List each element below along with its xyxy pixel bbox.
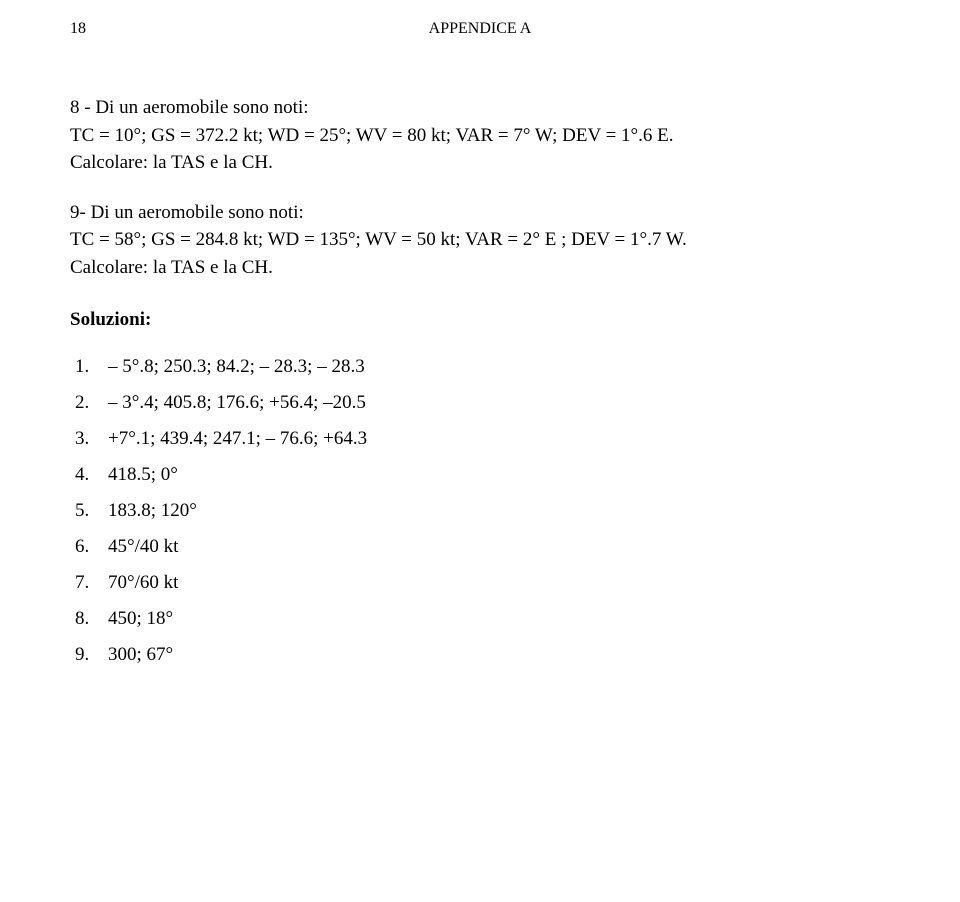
- solutions-heading: Soluzioni:: [70, 309, 890, 331]
- list-item: 183.8; 120°: [94, 501, 890, 520]
- list-item: 70°/60 kt: [94, 573, 890, 592]
- problem-8-lead: 8 - Di un aeromobile sono noti:: [70, 97, 309, 118]
- page: 18 APPENDICE A 8 - Di un aeromobile sono…: [0, 0, 960, 902]
- solutions-list: – 5°.8; 250.3; 84.2; – 28.3; – 28.3 – 3°…: [70, 357, 890, 664]
- problem-8-data: TC = 10°; GS = 372.2 kt; WD = 25°; WV = …: [70, 125, 674, 146]
- solution-text: 183.8; 120°: [108, 500, 197, 521]
- solution-text: – 5°.8; 250.3; 84.2; – 28.3; – 28.3: [108, 356, 365, 377]
- problem-8: 8 - Di un aeromobile sono noti: TC = 10°…: [70, 94, 890, 177]
- solution-text: 300; 67°: [108, 644, 173, 665]
- solution-text: – 3°.4; 405.8; 176.6; +56.4; –20.5: [108, 392, 366, 413]
- list-item: 418.5; 0°: [94, 465, 890, 484]
- list-item: +7°.1; 439.4; 247.1; – 76.6; +64.3: [94, 429, 890, 448]
- problem-9: 9- Di un aeromobile sono noti: TC = 58°;…: [70, 199, 890, 282]
- solution-text: 418.5; 0°: [108, 464, 178, 485]
- solution-text: 45°/40 kt: [108, 536, 178, 557]
- list-item: 300; 67°: [94, 645, 890, 664]
- problem-9-data: TC = 58°; GS = 284.8 kt; WD = 135°; WV =…: [70, 229, 687, 250]
- list-item: – 3°.4; 405.8; 176.6; +56.4; –20.5: [94, 393, 890, 412]
- solution-text: 450; 18°: [108, 608, 173, 629]
- list-item: 450; 18°: [94, 609, 890, 628]
- list-item: – 5°.8; 250.3; 84.2; – 28.3; – 28.3: [94, 357, 890, 376]
- problem-9-lead: 9- Di un aeromobile sono noti:: [70, 202, 304, 223]
- problem-8-ask: Calcolare: la TAS e la CH.: [70, 152, 273, 173]
- solution-text: 70°/60 kt: [108, 572, 178, 593]
- solution-text: +7°.1; 439.4; 247.1; – 76.6; +64.3: [108, 428, 367, 449]
- header-row: 18 APPENDICE A: [70, 20, 890, 42]
- list-item: 45°/40 kt: [94, 537, 890, 556]
- appendix-header: APPENDICE A: [70, 20, 890, 38]
- problem-9-ask: Calcolare: la TAS e la CH.: [70, 257, 273, 278]
